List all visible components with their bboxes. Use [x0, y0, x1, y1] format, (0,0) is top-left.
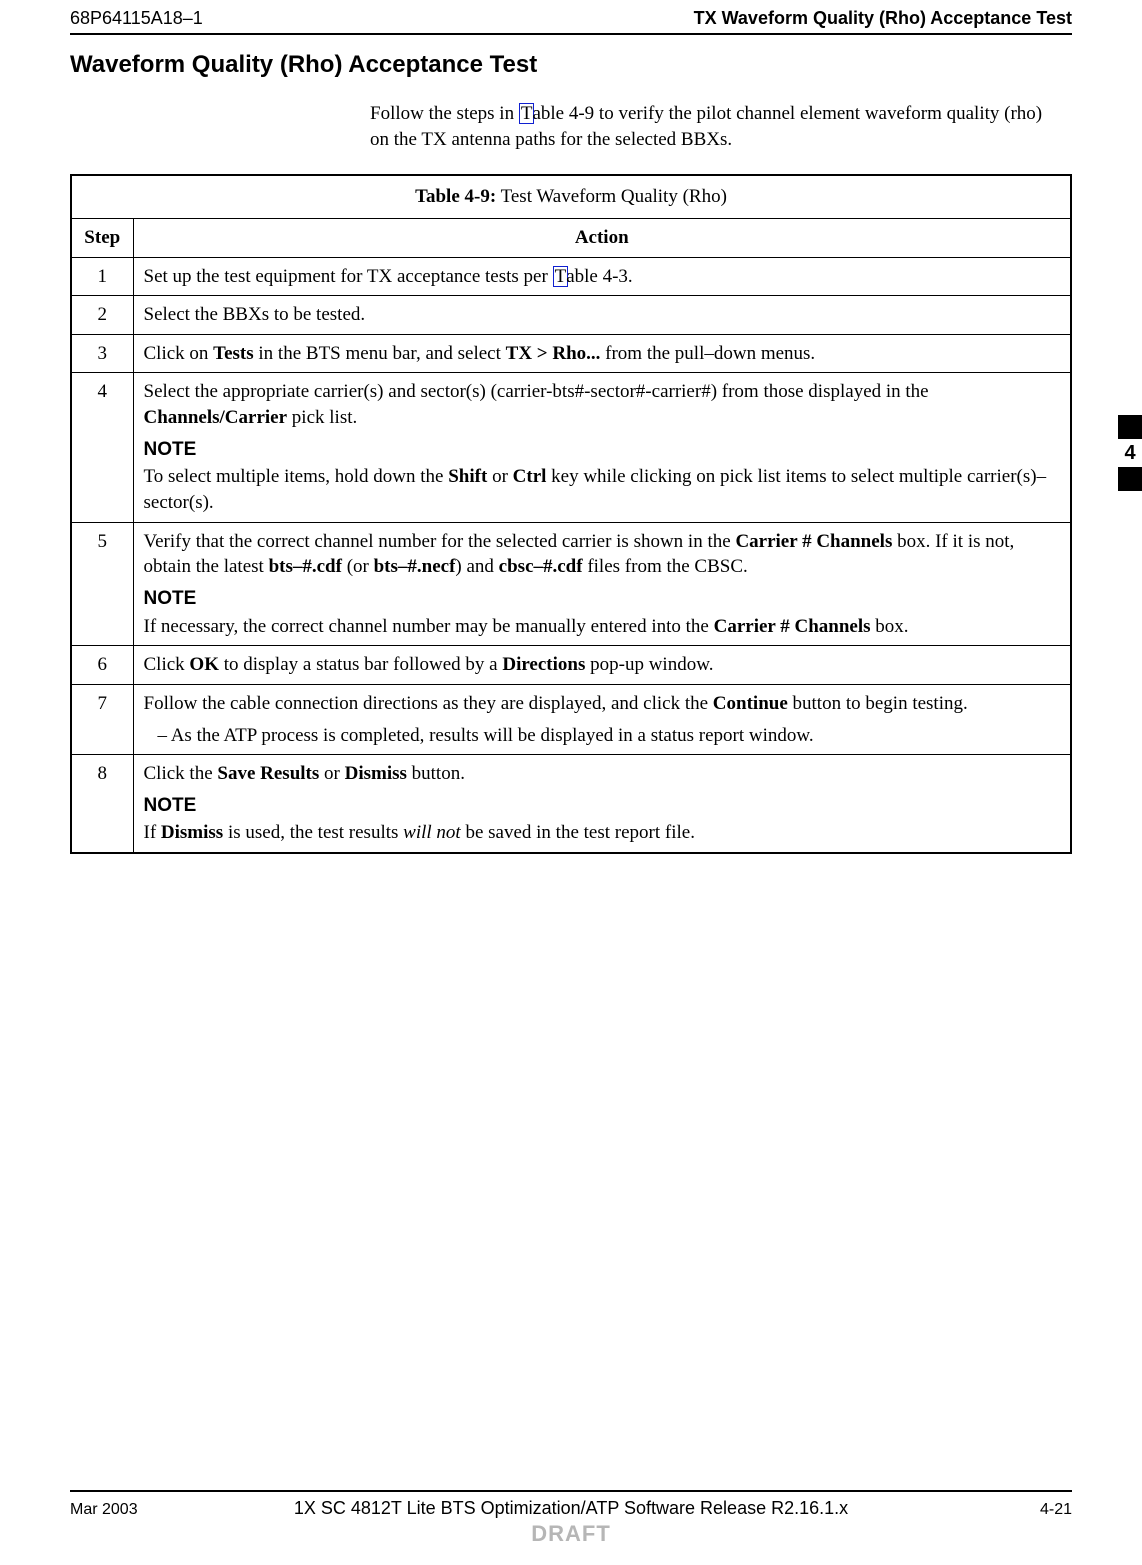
table-row: 4 Select the appropriate carrier(s) and …: [71, 373, 1071, 522]
footer-title: 1X SC 4812T Lite BTS Optimization/ATP So…: [190, 1498, 952, 1519]
table-row: 8 Click the Save Results or Dismiss butt…: [71, 755, 1071, 853]
side-tab-number: 4: [1118, 439, 1142, 467]
step-num: 6: [71, 646, 133, 685]
bold-text: Tests: [213, 343, 253, 364]
text: Verify that the correct channel number f…: [144, 531, 736, 552]
text: Follow the cable connection directions a…: [144, 693, 713, 714]
side-tab-block: [1118, 415, 1142, 439]
text: To select multiple items, hold down the: [144, 466, 449, 487]
bold-text: Directions: [502, 654, 585, 675]
step-num: 7: [71, 684, 133, 754]
step-num: 1: [71, 257, 133, 296]
text: Click: [144, 654, 190, 675]
footer-rule: [70, 1490, 1072, 1492]
step-num: 8: [71, 755, 133, 853]
table-row: 5 Verify that the correct channel number…: [71, 522, 1071, 646]
procedure-table: Table 4-9: Test Waveform Quality (Rho) S…: [70, 174, 1072, 854]
bold-text: Continue: [713, 693, 788, 714]
footer-date: Mar 2003: [70, 1501, 190, 1519]
text: Click the: [144, 763, 218, 784]
table-caption-row: Table 4-9: Test Waveform Quality (Rho): [71, 175, 1071, 218]
bold-text: Carrier # Channels: [735, 531, 892, 552]
text: If: [144, 822, 161, 843]
text: pick list.: [287, 407, 357, 428]
page-header: 68P64115A18–1 TX Waveform Quality (Rho) …: [70, 0, 1072, 29]
bold-text: bts–#.cdf: [269, 556, 342, 577]
table-row: 7 Follow the cable connection directions…: [71, 684, 1071, 754]
table-row: 6 Click OK to display a status bar follo…: [71, 646, 1071, 685]
header-rule: [70, 33, 1072, 35]
dash-item: – As the ATP process is completed, resul…: [158, 723, 1061, 749]
text: box.: [871, 616, 909, 637]
text: to display a status bar followed by a: [219, 654, 502, 675]
text: or: [487, 466, 512, 487]
italic-text: will not: [403, 822, 461, 843]
text: Set up the test equipment for TX accepta…: [144, 266, 553, 287]
text: is used, the test results: [223, 822, 403, 843]
doc-number: 68P64115A18–1: [70, 8, 203, 29]
table-row: 2 Select the BBXs to be tested.: [71, 296, 1071, 335]
text: able 4-3.: [566, 266, 632, 287]
note-label: NOTE: [144, 437, 1061, 463]
bold-text: Dismiss: [345, 763, 407, 784]
step-action: Click on Tests in the BTS menu bar, and …: [133, 334, 1071, 373]
col-action: Action: [133, 218, 1071, 257]
text: (or: [342, 556, 374, 577]
col-step: Step: [71, 218, 133, 257]
side-tab-block: [1118, 467, 1142, 491]
note-label: NOTE: [144, 793, 1061, 819]
intro-text-pre: Follow the steps in: [370, 103, 519, 124]
text: button to begin testing.: [788, 693, 968, 714]
text: button.: [407, 763, 465, 784]
step-action: Select the appropriate carrier(s) and se…: [133, 373, 1071, 522]
text: Select the appropriate carrier(s) and se…: [144, 381, 929, 402]
bold-text: OK: [189, 654, 219, 675]
text: Click on: [144, 343, 214, 364]
page-footer: Mar 2003 1X SC 4812T Lite BTS Optimizati…: [70, 1490, 1072, 1547]
text: or: [319, 763, 344, 784]
bold-text: Shift: [448, 466, 487, 487]
text: files from the CBSC.: [583, 556, 748, 577]
section-title: Waveform Quality (Rho) Acceptance Test: [70, 51, 1072, 79]
step-num: 2: [71, 296, 133, 335]
table-caption-label: Table 4-9:: [415, 186, 496, 207]
bold-text: Ctrl: [513, 466, 547, 487]
bold-text: Save Results: [217, 763, 319, 784]
step-action: Click OK to display a status bar followe…: [133, 646, 1071, 685]
step-action: Select the BBXs to be tested.: [133, 296, 1071, 335]
bold-text: Dismiss: [161, 822, 223, 843]
text: ) and: [455, 556, 498, 577]
footer-page-number: 4-21: [952, 1501, 1072, 1519]
intro-paragraph: Follow the steps in Table 4-9 to verify …: [370, 101, 1062, 152]
bold-text: Carrier # Channels: [714, 616, 871, 637]
table-header-row: Step Action: [71, 218, 1071, 257]
text: from the pull–down menus.: [600, 343, 815, 364]
text: If necessary, the correct channel number…: [144, 616, 714, 637]
text: in the BTS menu bar, and select: [254, 343, 506, 364]
step-action: Click the Save Results or Dismiss button…: [133, 755, 1071, 853]
step-action: Follow the cable connection directions a…: [133, 684, 1071, 754]
step-num: 3: [71, 334, 133, 373]
bold-text: bts–#.necf: [374, 556, 456, 577]
text: pop-up window.: [585, 654, 713, 675]
side-tab: 4: [1118, 415, 1142, 491]
table-row: 1 Set up the test equipment for TX accep…: [71, 257, 1071, 296]
step-num: 5: [71, 522, 133, 646]
bold-text: Channels/Carrier: [144, 407, 288, 428]
page-header-title: TX Waveform Quality (Rho) Acceptance Tes…: [694, 8, 1072, 29]
step-action: Set up the test equipment for TX accepta…: [133, 257, 1071, 296]
bold-text: cbsc–#.cdf: [499, 556, 583, 577]
table-row: 3 Click on Tests in the BTS menu bar, an…: [71, 334, 1071, 373]
note-label: NOTE: [144, 586, 1061, 612]
bold-text: TX > Rho...: [506, 343, 601, 364]
draft-watermark: DRAFT: [70, 1521, 1072, 1547]
table-caption-text: Test Waveform Quality (Rho): [496, 186, 727, 207]
step-num: 4: [71, 373, 133, 522]
step-action: Verify that the correct channel number f…: [133, 522, 1071, 646]
text: be saved in the test report file.: [461, 822, 695, 843]
